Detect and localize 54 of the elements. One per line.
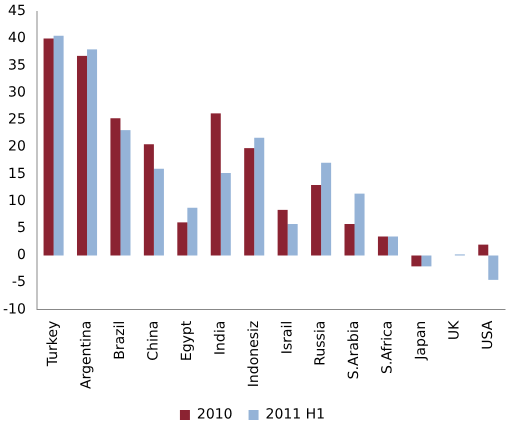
y-tick-label: 30 xyxy=(8,84,26,100)
bar xyxy=(177,222,188,256)
bar xyxy=(488,255,498,280)
bar xyxy=(144,144,154,256)
bar xyxy=(311,184,322,256)
y-tick-label: 40 xyxy=(8,30,26,46)
bar xyxy=(254,138,264,256)
y-tick-label: -5 xyxy=(12,274,26,290)
bar xyxy=(154,168,164,256)
x-tick-label: Egypt xyxy=(178,320,195,362)
x-tick-label: USA xyxy=(480,320,496,350)
x-tick-label: Turkey xyxy=(45,320,62,368)
x-tick-label: Argentina xyxy=(78,320,95,390)
bar xyxy=(54,36,64,256)
x-tick-label: India xyxy=(212,320,228,356)
x-tick-label: UK xyxy=(446,320,462,340)
y-tick-label: 35 xyxy=(8,57,26,74)
bar xyxy=(354,194,365,256)
x-tick-label: Japan xyxy=(413,320,430,361)
x-tick-label: China xyxy=(146,320,162,361)
bar xyxy=(478,244,488,256)
bar xyxy=(278,210,288,256)
y-tick-label: 15 xyxy=(8,166,26,182)
bar xyxy=(321,162,332,256)
y-tick-label: 45 xyxy=(8,3,26,20)
bar xyxy=(378,236,388,256)
bar xyxy=(210,113,221,256)
bar xyxy=(388,236,398,256)
bar xyxy=(76,56,88,256)
y-tick-label: -10 xyxy=(2,301,26,318)
y-tick-label: 0 xyxy=(16,247,26,264)
x-tick-label: Brazil xyxy=(112,320,128,360)
x-tick-label: Russia xyxy=(312,320,329,366)
bar xyxy=(187,208,198,256)
y-tick-label: 10 xyxy=(8,192,26,209)
bar xyxy=(220,173,231,256)
x-tick-label: S.Africa xyxy=(380,320,396,374)
x-tick-label: Indonesiz xyxy=(246,320,262,388)
bar xyxy=(44,38,54,256)
y-tick-label: 25 xyxy=(8,112,26,128)
legend-label: 2010 xyxy=(196,406,233,423)
bar xyxy=(110,118,120,256)
legend-label: 2011 H1 xyxy=(266,406,326,423)
bar xyxy=(344,224,355,256)
bar xyxy=(244,148,254,256)
bar xyxy=(411,255,422,266)
y-tick-label: 20 xyxy=(8,138,26,155)
x-tick-label: Israil xyxy=(279,320,296,354)
bar xyxy=(288,224,298,256)
bar xyxy=(421,255,432,266)
bar xyxy=(87,49,98,256)
y-tick-label: 5 xyxy=(16,220,26,236)
x-tick-label: S.Arabia xyxy=(346,320,362,380)
bar xyxy=(120,130,130,256)
